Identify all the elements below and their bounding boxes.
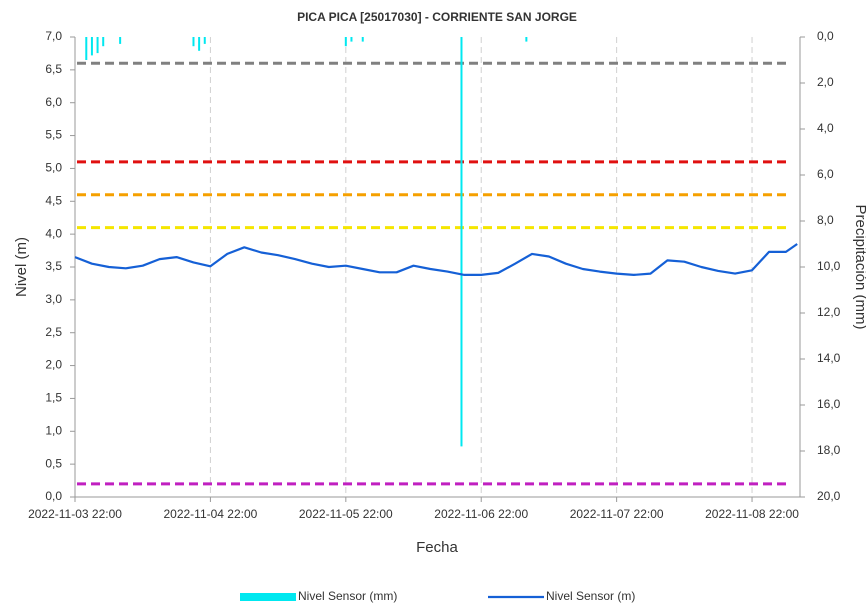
y-tick-label: 2,0 [45, 358, 62, 372]
y2-tick-label: 6,0 [817, 167, 834, 181]
precip-bar [192, 37, 195, 47]
y2-tick-label: 2,0 [817, 75, 834, 89]
precip-bar [119, 37, 122, 44]
level-line [74, 243, 798, 276]
y2-tick-label: 8,0 [817, 213, 834, 227]
y-tick-label: 3,5 [45, 259, 62, 273]
precip-bar [460, 37, 463, 447]
y-tick-label: 4,0 [45, 226, 62, 240]
y-tick-label: 6,5 [45, 62, 62, 76]
x-tick-label: 2022-11-05 22:00 [299, 507, 393, 521]
y-tick-label: 1,5 [45, 391, 62, 405]
y-axis-label: Nivel (m) [13, 237, 30, 297]
x-tick-label: 2022-11-08 22:00 [705, 507, 799, 521]
legend-label: Nivel Sensor (mm) [298, 589, 397, 603]
y-tick-label: 0,0 [45, 489, 62, 503]
y-tick-label: 7,0 [45, 29, 62, 43]
y2-tick-label: 14,0 [817, 351, 841, 365]
y-tick-label: 2,5 [45, 325, 62, 339]
precip-bar [525, 37, 528, 42]
y2-axis-label: Precipitación (mm) [852, 204, 866, 329]
y-tick-label: 4,5 [45, 193, 62, 207]
precip-bar [344, 37, 347, 47]
precip-bar [350, 37, 353, 42]
precip-bar [85, 37, 88, 60]
y2-tick-label: 20,0 [817, 489, 841, 503]
y2-tick-label: 12,0 [817, 305, 841, 319]
precip-bar [96, 37, 99, 54]
x-tick-label: 2022-11-03 22:00 [28, 507, 122, 521]
y2-tick-label: 10,0 [817, 259, 841, 273]
x-tick-label: 2022-11-04 22:00 [163, 507, 257, 521]
y-tick-label: 5,0 [45, 161, 62, 175]
precip-bar [203, 37, 206, 44]
chart-title: PICA PICA [25017030] - CORRIENTE SAN JOR… [297, 10, 577, 24]
x-axis-label: Fecha [416, 539, 458, 556]
legend-swatch [240, 593, 296, 601]
y-tick-label: 1,0 [45, 423, 62, 437]
x-tick-label: 2022-11-06 22:00 [434, 507, 528, 521]
precip-bar [90, 37, 93, 56]
precip-bar [102, 37, 105, 47]
y2-tick-label: 16,0 [817, 397, 841, 411]
y-tick-label: 6,0 [45, 95, 62, 109]
y2-tick-label: 18,0 [817, 443, 841, 457]
x-tick-label: 2022-11-07 22:00 [570, 507, 664, 521]
precip-bar [198, 37, 201, 51]
legend-label: Nivel Sensor (m) [546, 589, 635, 603]
y2-tick-label: 0,0 [817, 29, 834, 43]
y-tick-label: 0,5 [45, 456, 62, 470]
y-tick-label: 3,0 [45, 292, 62, 306]
y-tick-label: 5,5 [45, 128, 62, 142]
precip-bar [361, 37, 364, 42]
y2-tick-label: 4,0 [817, 121, 834, 135]
